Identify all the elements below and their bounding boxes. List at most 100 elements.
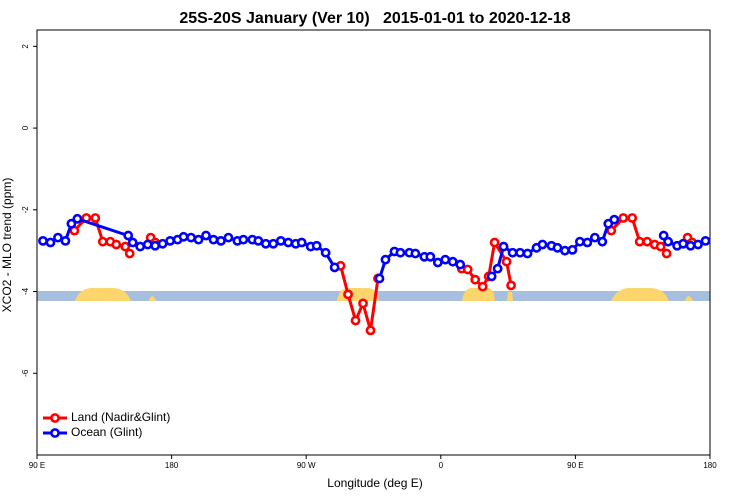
x-axis-label: Longitude (deg E) <box>327 476 422 490</box>
data-point <box>90 213 101 223</box>
data-point <box>260 238 271 249</box>
series-line <box>73 216 694 332</box>
data-point <box>358 298 368 309</box>
legend-swatch-marker <box>50 413 60 423</box>
data-point <box>253 235 264 246</box>
data-point <box>655 241 666 252</box>
x-tick-label: 90 E <box>567 461 583 470</box>
land-strip <box>685 296 693 301</box>
data-point <box>275 235 286 246</box>
data-point <box>663 236 674 247</box>
data-point <box>142 239 153 250</box>
legend-label: Land (Nadir&Glint) <box>71 410 170 424</box>
data-point <box>127 237 138 248</box>
data-point <box>186 232 196 243</box>
y-tick-label: 0 <box>21 125 30 130</box>
data-point <box>522 248 533 259</box>
x-tick-label: 90 W <box>297 461 316 470</box>
x-tick-label: 0 <box>439 461 444 470</box>
y-tick-label: -2 <box>21 206 30 214</box>
data-point <box>178 231 189 242</box>
data-point <box>489 237 500 248</box>
data-point <box>208 234 219 245</box>
data-point <box>193 234 204 245</box>
data-point <box>642 236 653 247</box>
data-point <box>455 259 466 270</box>
data-point <box>60 235 71 246</box>
data-point <box>634 236 645 247</box>
data-point <box>574 236 585 247</box>
data-point <box>311 240 322 251</box>
legend: Land (Nadir&Glint)Ocean (Glint) <box>43 410 170 439</box>
data-point <box>618 213 629 223</box>
data-point <box>380 254 391 265</box>
data-point <box>477 281 488 292</box>
data-point <box>693 239 703 250</box>
data-point <box>552 242 563 253</box>
data-point <box>157 238 168 249</box>
data-point <box>440 254 451 265</box>
data-point <box>123 230 134 241</box>
legend-swatch-marker <box>50 428 60 438</box>
data-point <box>658 230 669 241</box>
data-point <box>515 247 525 258</box>
data-point <box>268 238 279 249</box>
legend-label: Ocean (Glint) <box>71 425 142 439</box>
data-point <box>150 240 161 251</box>
data-point <box>507 247 518 258</box>
land-strip <box>149 296 156 301</box>
x-tick-label: 90 E <box>29 461 45 470</box>
chart-title: 25S-20S January (Ver 10) 2015-01-01 to 2… <box>179 10 570 27</box>
data-point <box>501 256 512 267</box>
data-point <box>223 232 234 243</box>
data-point <box>343 289 353 300</box>
data-point <box>165 235 176 246</box>
data-point <box>597 236 608 247</box>
x-tick-label: 180 <box>703 461 717 470</box>
data-point <box>470 274 481 285</box>
data-point <box>38 235 48 246</box>
data-point <box>120 241 131 252</box>
data-point <box>678 238 688 249</box>
y-axis-label: XCO2 - MLO trend (ppm) <box>0 178 14 313</box>
data-point <box>582 237 593 248</box>
land-strip <box>75 287 131 301</box>
data-point <box>410 248 421 259</box>
data-point <box>567 244 578 255</box>
y-tick-label: -4 <box>21 287 30 295</box>
x-tick-label: 180 <box>165 461 179 470</box>
data-point <box>201 230 211 241</box>
data-point <box>238 234 249 245</box>
data-point <box>609 214 620 225</box>
data-point <box>700 235 711 246</box>
data-point <box>627 213 638 223</box>
data-point <box>320 247 331 258</box>
data-point <box>97 236 108 247</box>
data-point <box>486 271 497 282</box>
data-point <box>537 239 548 250</box>
data-point <box>53 232 63 243</box>
data-point <box>395 247 406 258</box>
data-point <box>498 241 509 252</box>
data-point <box>374 273 385 284</box>
land-strip <box>507 292 513 301</box>
data-point <box>506 280 516 291</box>
data-point <box>329 262 340 273</box>
data-point <box>216 235 226 246</box>
y-tick-label: -6 <box>21 369 30 377</box>
data-point <box>462 264 473 275</box>
land-strip <box>462 288 495 301</box>
data-point <box>124 248 135 259</box>
data-point <box>661 248 672 259</box>
data-point <box>432 257 443 268</box>
surface-mask <box>37 287 710 301</box>
data-point <box>365 325 376 336</box>
data-point <box>350 315 361 326</box>
data-point <box>72 213 83 224</box>
data-point <box>425 251 436 262</box>
data-point <box>589 232 600 243</box>
data-point <box>66 218 77 229</box>
data-point <box>492 263 503 274</box>
data-point <box>447 256 458 267</box>
